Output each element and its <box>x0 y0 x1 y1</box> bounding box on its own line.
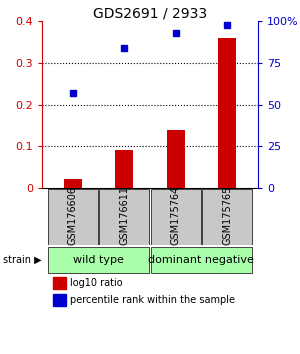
Text: GSM176606: GSM176606 <box>68 186 78 245</box>
Bar <box>151 189 201 245</box>
Text: log10 ratio: log10 ratio <box>70 278 123 288</box>
Bar <box>53 295 66 306</box>
Bar <box>53 278 66 289</box>
Bar <box>115 150 133 188</box>
Text: GSM175765: GSM175765 <box>222 186 232 245</box>
Bar <box>202 189 252 245</box>
Bar <box>99 189 149 245</box>
Text: strain ▶: strain ▶ <box>3 255 42 265</box>
Bar <box>218 38 236 188</box>
Title: GDS2691 / 2933: GDS2691 / 2933 <box>93 6 207 20</box>
Bar <box>48 247 149 273</box>
Text: GSM176611: GSM176611 <box>119 186 129 245</box>
Bar <box>167 130 185 188</box>
Bar <box>48 189 98 245</box>
Text: GSM175764: GSM175764 <box>171 186 181 245</box>
Text: percentile rank within the sample: percentile rank within the sample <box>70 295 235 305</box>
Text: dominant negative: dominant negative <box>148 255 254 265</box>
Bar <box>64 179 82 188</box>
Bar <box>151 247 252 273</box>
Text: wild type: wild type <box>73 255 124 265</box>
